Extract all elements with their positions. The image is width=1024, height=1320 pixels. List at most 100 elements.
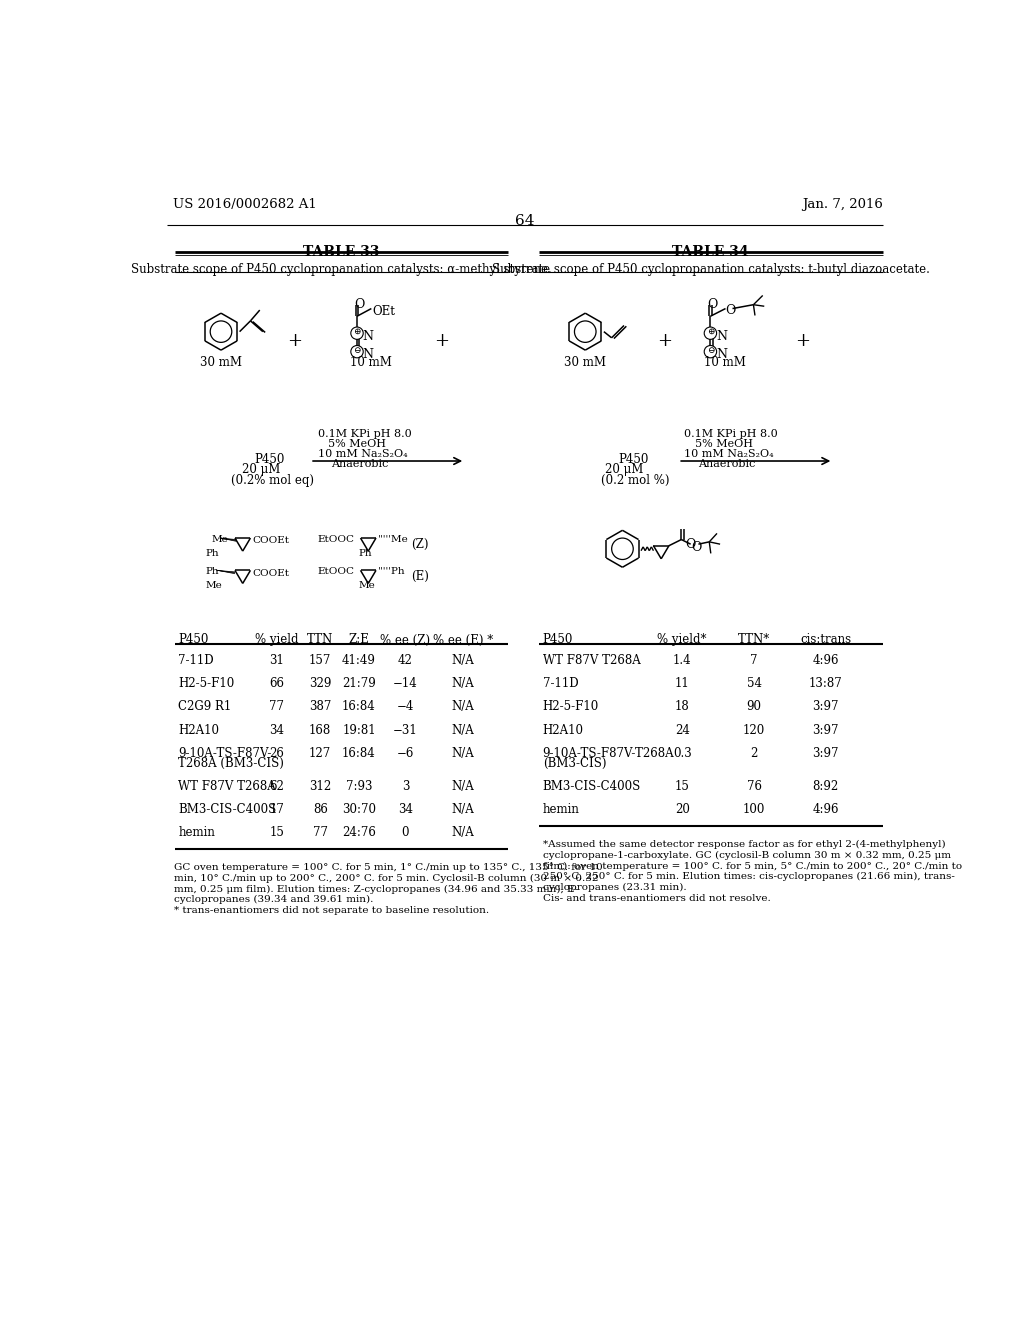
Text: 76: 76 xyxy=(746,780,762,793)
Text: 18: 18 xyxy=(675,701,689,714)
Text: Ph: Ph xyxy=(206,549,219,558)
Text: 3:97: 3:97 xyxy=(812,747,839,760)
Text: 10 mM Na₂S₂O₄: 10 mM Na₂S₂O₄ xyxy=(684,449,774,459)
Text: * trans-enantiomers did not separate to baseline resolution.: * trans-enantiomers did not separate to … xyxy=(174,906,489,915)
Text: O: O xyxy=(685,539,695,550)
Text: (E): (E) xyxy=(411,570,429,583)
Text: % yield: % yield xyxy=(255,634,299,647)
Text: 5% MeOH: 5% MeOH xyxy=(328,440,386,449)
Text: 15: 15 xyxy=(675,780,689,793)
Text: −14: −14 xyxy=(393,677,418,690)
Text: COOEt: COOEt xyxy=(252,536,289,545)
Text: 120: 120 xyxy=(743,723,765,737)
Text: hemin: hemin xyxy=(178,826,215,840)
Text: TABLE 33: TABLE 33 xyxy=(303,244,379,259)
Text: O: O xyxy=(726,304,736,317)
Text: 0.1M KPi pH 8.0: 0.1M KPi pH 8.0 xyxy=(684,429,778,440)
Text: N/A: N/A xyxy=(452,723,474,737)
Text: Substrate scope of P450 cyclopropanation catalysts: α-methyl styrene.: Substrate scope of P450 cyclopropanation… xyxy=(131,263,552,276)
Text: 387: 387 xyxy=(309,701,332,714)
Text: N/A: N/A xyxy=(452,747,474,760)
Text: 7: 7 xyxy=(751,655,758,668)
Text: COOEt: COOEt xyxy=(252,569,289,578)
Text: (0.2% mol eq): (0.2% mol eq) xyxy=(231,474,314,487)
Text: Ph: Ph xyxy=(359,549,373,558)
Text: N: N xyxy=(362,348,374,360)
Text: "'''Ph: "'''Ph xyxy=(378,568,404,577)
Text: 9-10A-TS-F87V-T268A: 9-10A-TS-F87V-T268A xyxy=(543,747,674,760)
Text: Anaerobic: Anaerobic xyxy=(697,459,755,469)
Text: N: N xyxy=(362,330,374,343)
Text: WT F87V T268A: WT F87V T268A xyxy=(543,655,640,668)
Text: Z:E: Z:E xyxy=(348,634,370,647)
Text: % ee (E) *: % ee (E) * xyxy=(433,634,493,647)
Text: H2-5-F10: H2-5-F10 xyxy=(543,701,599,714)
Text: 66: 66 xyxy=(269,677,285,690)
Text: 10 mM Na₂S₂O₄: 10 mM Na₂S₂O₄ xyxy=(317,449,408,459)
Text: 41:49: 41:49 xyxy=(342,655,376,668)
Text: 10 mM: 10 mM xyxy=(703,356,745,370)
Text: Me: Me xyxy=(206,581,222,590)
Text: N/A: N/A xyxy=(452,826,474,840)
Text: C2G9 R1: C2G9 R1 xyxy=(178,701,231,714)
Text: 10 mM: 10 mM xyxy=(349,356,391,370)
Text: cyclopropanes (39.34 and 39.61 min).: cyclopropanes (39.34 and 39.61 min). xyxy=(174,895,374,904)
Text: ⊕: ⊕ xyxy=(707,327,714,337)
Text: 34: 34 xyxy=(269,723,285,737)
Text: 13:87: 13:87 xyxy=(809,677,843,690)
Text: cyclopropane-1-carboxylate. GC (cyclosil-B column 30 m × 0.32 mm, 0.25 μm: cyclopropane-1-carboxylate. GC (cyclosil… xyxy=(543,850,950,859)
Text: US 2016/0002682 A1: US 2016/0002682 A1 xyxy=(173,198,316,211)
Text: 100: 100 xyxy=(743,803,765,816)
Text: 11: 11 xyxy=(675,677,689,690)
Text: hemin: hemin xyxy=(543,803,580,816)
Text: 9-10A-TS-F87V-: 9-10A-TS-F87V- xyxy=(178,747,271,760)
Text: N: N xyxy=(716,348,727,360)
Text: cyclopropanes (23.31 min).: cyclopropanes (23.31 min). xyxy=(543,883,686,892)
Text: 24:76: 24:76 xyxy=(342,826,376,840)
Text: ⊖: ⊖ xyxy=(353,346,360,355)
Text: H2-5-F10: H2-5-F10 xyxy=(178,677,234,690)
Text: EtOOC: EtOOC xyxy=(317,535,355,544)
Text: TABLE 34: TABLE 34 xyxy=(673,244,750,259)
Text: N/A: N/A xyxy=(452,780,474,793)
Text: H2A10: H2A10 xyxy=(543,723,584,737)
Text: Ph: Ph xyxy=(206,568,219,577)
Text: 329: 329 xyxy=(309,677,332,690)
Text: 34: 34 xyxy=(398,803,413,816)
Text: 3:97: 3:97 xyxy=(812,723,839,737)
Text: 127: 127 xyxy=(309,747,332,760)
Text: 8:92: 8:92 xyxy=(812,780,839,793)
Text: 26: 26 xyxy=(269,747,285,760)
Text: P450: P450 xyxy=(254,453,285,466)
Text: P450: P450 xyxy=(543,634,573,647)
Text: (Z): (Z) xyxy=(411,539,428,550)
Text: 30:70: 30:70 xyxy=(342,803,376,816)
Text: min, 10° C./min up to 200° C., 200° C. for 5 min. Cyclosil-B column (30 m × 0.32: min, 10° C./min up to 200° C., 200° C. f… xyxy=(174,874,599,883)
Text: BM3-CIS-C400S: BM3-CIS-C400S xyxy=(178,803,276,816)
Text: T268A (BM3-CIS): T268A (BM3-CIS) xyxy=(178,756,285,770)
Text: 17: 17 xyxy=(269,803,285,816)
Text: (BM3-CIS): (BM3-CIS) xyxy=(543,756,606,770)
Text: 5% MeOH: 5% MeOH xyxy=(694,440,753,449)
Text: Substrate scope of P450 cyclopropanation catalysts: t-butyl diazoacetate.: Substrate scope of P450 cyclopropanation… xyxy=(492,263,930,276)
Text: film): oven temperature = 100° C. for 5 min, 5° C./min to 200° C., 20° C./min to: film): oven temperature = 100° C. for 5 … xyxy=(543,862,962,870)
Text: −4: −4 xyxy=(396,701,414,714)
Text: EtOOC: EtOOC xyxy=(317,568,355,577)
Text: P450: P450 xyxy=(178,634,209,647)
Text: 30 mM: 30 mM xyxy=(564,356,606,370)
Text: N: N xyxy=(716,330,727,343)
Text: O: O xyxy=(691,541,701,554)
Text: Cis- and trans-enantiomers did not resolve.: Cis- and trans-enantiomers did not resol… xyxy=(543,894,770,903)
Text: 54: 54 xyxy=(746,677,762,690)
Text: cis:trans: cis:trans xyxy=(800,634,851,647)
Text: +: + xyxy=(795,333,810,350)
Text: +: + xyxy=(287,333,302,350)
Text: 30 mM: 30 mM xyxy=(200,356,242,370)
Text: BM3-CIS-C400S: BM3-CIS-C400S xyxy=(543,780,641,793)
Text: N/A: N/A xyxy=(452,677,474,690)
Text: % yield*: % yield* xyxy=(657,634,707,647)
Text: 4:96: 4:96 xyxy=(812,803,839,816)
Text: 31: 31 xyxy=(269,655,285,668)
Text: 2: 2 xyxy=(751,747,758,760)
Text: 19:81: 19:81 xyxy=(342,723,376,737)
